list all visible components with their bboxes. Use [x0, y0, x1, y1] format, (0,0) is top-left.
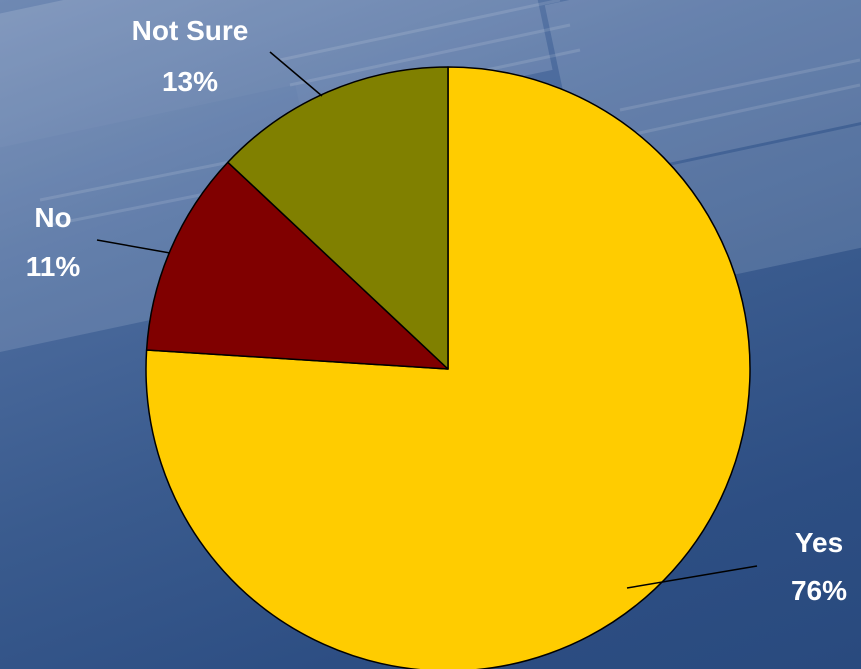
leader-line-not-sure: [269, 51, 323, 97]
slice-value-label-yes: 76%: [791, 575, 847, 606]
leader-line-no: [96, 239, 171, 254]
pie-slice-no: [145, 161, 449, 370]
slice-value-label-no: 11%: [26, 251, 81, 282]
pie-slice-not-sure: [227, 66, 449, 370]
slice-category-label-no: No: [34, 202, 71, 233]
slice-category-label-yes: Yes: [795, 527, 843, 558]
slice-value-label-not-sure: 13%: [162, 66, 218, 97]
slice-category-label-not-sure: Not Sure: [132, 15, 249, 46]
leader-line-yes: [626, 565, 758, 589]
